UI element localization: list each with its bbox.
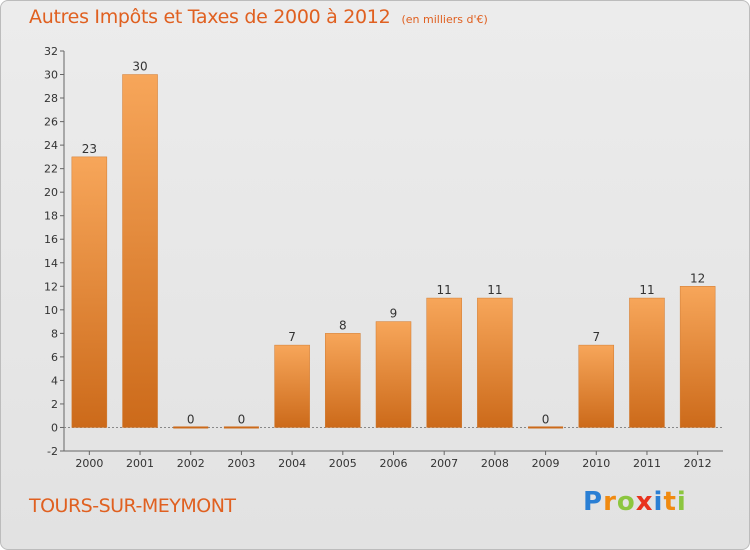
y-tick-label: -2: [47, 445, 58, 458]
bar-value-label: 9: [390, 307, 398, 321]
bar: [629, 297, 665, 428]
bar-value-label: 11: [487, 283, 502, 297]
y-tick-label: 14: [44, 257, 58, 270]
chart-title-block: Autres Impôts et Taxes de 2000 à 2012 (e…: [29, 6, 488, 28]
y-tick-label: 30: [44, 69, 58, 82]
y-tick-label: 6: [51, 351, 58, 364]
bar: [679, 286, 716, 428]
logo-letter: r: [603, 487, 617, 517]
y-tick-label: 24: [44, 139, 58, 152]
bar-value-label: 23: [82, 142, 97, 156]
y-tick-label: 22: [44, 163, 58, 176]
logo-letter: x: [635, 487, 654, 517]
bar: [173, 426, 209, 429]
x-tick-label: 2000: [75, 457, 103, 470]
bar-value-label: 0: [187, 412, 195, 426]
bar-value-label: 0: [542, 412, 550, 426]
x-tick-label: 2005: [329, 457, 357, 470]
y-tick-label: 8: [51, 327, 58, 340]
bar: [375, 321, 412, 428]
y-tick-label: 20: [44, 186, 58, 199]
y-tick-label: 0: [51, 421, 58, 434]
x-tick-label: 2012: [684, 457, 712, 470]
y-tick-label: 10: [44, 304, 58, 317]
x-tick-label: 2003: [227, 457, 255, 470]
label-layer: 23 2000 30 2001 0 2002 0 2003 7 2004 8 2005 9 2006 11 2…: [75, 60, 711, 470]
y-tick-label: 12: [44, 280, 58, 293]
y-tick-label: 26: [44, 116, 58, 129]
proxiti-logo[interactable]: Proxiti: [583, 487, 687, 517]
x-tick-label: 2010: [582, 457, 610, 470]
bar-value-label: 11: [639, 283, 654, 297]
bar-value-label: 12: [690, 271, 705, 285]
logo-letter: t: [663, 487, 677, 517]
logo-letter: i: [653, 487, 664, 517]
bar-value-label: 7: [592, 330, 600, 344]
x-tick-label: 2008: [481, 457, 509, 470]
bar: [223, 426, 259, 429]
chart-title: Autres Impôts et Taxes de 2000 à 2012: [29, 6, 391, 28]
bar: [274, 344, 310, 428]
bar-value-label: 7: [288, 330, 296, 344]
bar: [122, 74, 158, 428]
y-tick-label: 4: [51, 374, 58, 387]
bar-layer: [71, 74, 716, 429]
bar-value-label: 0: [238, 412, 246, 426]
logo-letter: o: [616, 487, 636, 517]
bar-value-label: 11: [437, 283, 452, 297]
y-tick-label: 18: [44, 210, 58, 223]
logo-letter: P: [583, 487, 604, 517]
y-tick-label: 28: [44, 92, 58, 105]
x-tick-label: 2001: [126, 457, 154, 470]
commune-name: TOURS-SUR-MEYMONT: [29, 495, 236, 517]
x-tick-label: 2007: [430, 457, 458, 470]
y-tick-label: 32: [44, 45, 58, 58]
x-tick-label: 2004: [278, 457, 306, 470]
x-tick-label: 2006: [380, 457, 408, 470]
chart-unit: (en milliers d'€): [401, 13, 488, 26]
bar: [528, 426, 564, 429]
logo-letter: i: [676, 487, 687, 517]
bar: [426, 297, 462, 428]
bar: [477, 297, 513, 428]
bar-value-label: 8: [339, 318, 347, 332]
y-tick-label: 16: [44, 233, 58, 246]
x-tick-label: 2009: [532, 457, 560, 470]
x-tick-label: 2011: [633, 457, 661, 470]
bar-value-label: 30: [132, 60, 147, 74]
x-tick-label: 2002: [177, 457, 205, 470]
bar: [71, 156, 108, 428]
bar: [578, 344, 615, 428]
bar: [325, 333, 361, 428]
y-tick-label: 2: [51, 398, 58, 411]
